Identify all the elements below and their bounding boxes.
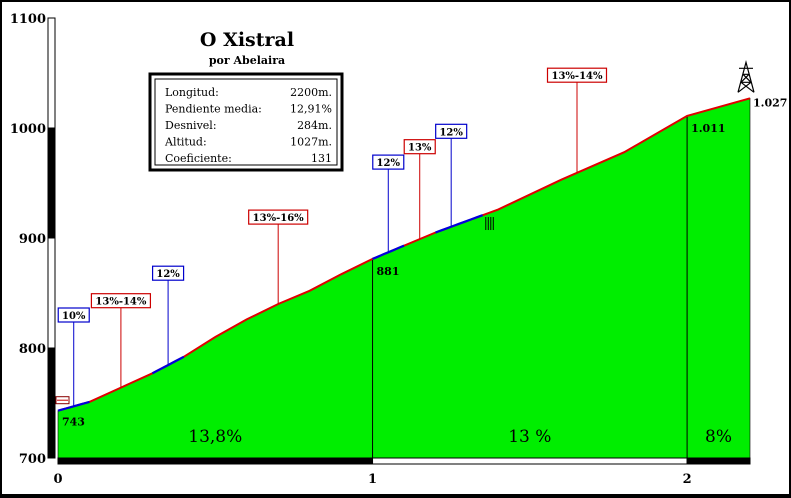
y-tick-label: 700 (19, 452, 46, 467)
stats-label: Pendiente media: (165, 103, 262, 116)
stats-box (148, 72, 344, 172)
callout-box (57, 307, 90, 323)
y-axis-band (47, 237, 56, 349)
antenna-tower-icon (737, 59, 755, 93)
x-axis-band (372, 457, 688, 465)
stats-value: 131 (311, 152, 332, 165)
stats-label: Coeficiente: (165, 152, 232, 165)
callout-label: 12% (156, 269, 180, 280)
y-axis-band (47, 127, 56, 239)
callout-label: 10% (62, 311, 86, 322)
stats-label: Longitud: (165, 86, 219, 99)
stats-value: 2200m. (290, 86, 332, 99)
callout-box (151, 265, 185, 281)
x-axis-band (686, 457, 751, 465)
stats-label: Desnivel: (165, 119, 217, 132)
steep-section-line (151, 355, 185, 375)
callout-label: 12% (377, 158, 401, 169)
callout-box (372, 154, 405, 170)
y-axis-band (47, 17, 56, 129)
chart-subtitle: por Abelaira (209, 54, 285, 67)
stats-value: 12,91% (290, 103, 332, 116)
callout-box (90, 293, 152, 309)
x-tick-label: 2 (683, 472, 692, 487)
stats-value: 284m. (297, 119, 332, 132)
callout-label: 13% (408, 143, 432, 154)
elevation-point-label: 881 (377, 265, 400, 278)
callout-label: 12% (439, 127, 463, 138)
y-tick-label: 900 (19, 232, 46, 247)
callout-box (248, 209, 309, 225)
elevation-point-label: 1.011 (691, 122, 725, 135)
y-axis-band (47, 347, 56, 459)
callout-box (435, 123, 468, 139)
elevation-point-label: 743 (62, 416, 85, 429)
segment-gradient-label: 13 % (508, 427, 551, 447)
callout-label: 13%-14% (552, 71, 603, 82)
stats-label: Altitud: (164, 136, 207, 149)
callout-label: 13%-16% (253, 213, 304, 224)
segment-gradient-label: 8% (705, 427, 732, 447)
callout-label: 13%-14% (95, 297, 146, 308)
x-tick-label: 0 (53, 472, 62, 487)
y-tick-label: 800 (19, 342, 46, 357)
y-tick-label: 1100 (10, 12, 46, 27)
y-tick-label: 1000 (10, 122, 46, 137)
profile-line (57, 97, 751, 412)
callout-box (546, 67, 608, 83)
segment-gradient-label: 13,8% (188, 427, 242, 447)
stats-inner-border (154, 78, 338, 166)
chart-title: O Xistral (200, 29, 294, 51)
x-tick-label: 1 (368, 472, 377, 487)
steep-section-line (435, 214, 483, 234)
stats-value: 1027m. (290, 136, 332, 149)
elevation-point-label: 1.027 (753, 96, 787, 109)
callout-box (403, 139, 436, 155)
x-axis-band (57, 457, 374, 465)
